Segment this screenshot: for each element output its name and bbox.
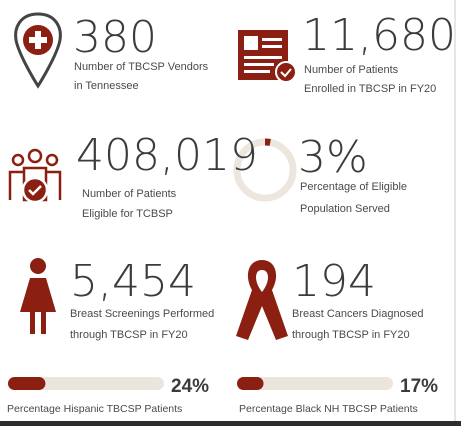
stat-label: through TBCSP in FY20 [70, 329, 188, 341]
woman-icon [20, 258, 56, 334]
progress-track [237, 377, 393, 390]
progress-value: 24% [171, 376, 209, 397]
stat-value: 5,454 [70, 256, 196, 307]
stat-value: 11,680 [302, 10, 456, 61]
ring-arc [233, 138, 297, 202]
group-icon [8, 148, 62, 204]
stat-value: 380 [73, 12, 157, 63]
progress-label: Percentage Black NH TBCSP Patients [239, 403, 418, 415]
progress-fill [8, 377, 46, 390]
stat-label: Breast Screenings Performed [70, 308, 214, 320]
progress-track [8, 377, 164, 390]
stat-value: 194 [292, 256, 376, 307]
stat-label: through TBCSP in FY20 [292, 329, 410, 341]
stat-value: 408,019 [76, 130, 258, 181]
stat-label: Eligible for TCBSP [82, 208, 173, 220]
stat-label: Number of Patients [304, 64, 399, 76]
stat-label: Breast Cancers Diagnosed [292, 308, 423, 320]
stat-label: Population Served [300, 203, 390, 215]
progress-fill [237, 377, 264, 390]
stat-label: Enrolled in TBCSP in FY20 [304, 83, 436, 95]
certificate-icon [238, 30, 297, 83]
ring-value: 3% [298, 132, 368, 183]
ribbon-icon [236, 260, 288, 340]
stat-label: Number of Patients [82, 188, 177, 200]
stat-label: Number of TBCSP Vendors [74, 61, 209, 73]
progress-label: Percentage Hispanic TBCSP Patients [7, 403, 182, 415]
stat-label: in Tennessee [74, 80, 139, 92]
progress-value: 17% [400, 376, 438, 397]
bottom-bar [0, 421, 461, 426]
stat-label: Percentage of Eligible [300, 181, 407, 193]
pin-icon [14, 12, 62, 89]
